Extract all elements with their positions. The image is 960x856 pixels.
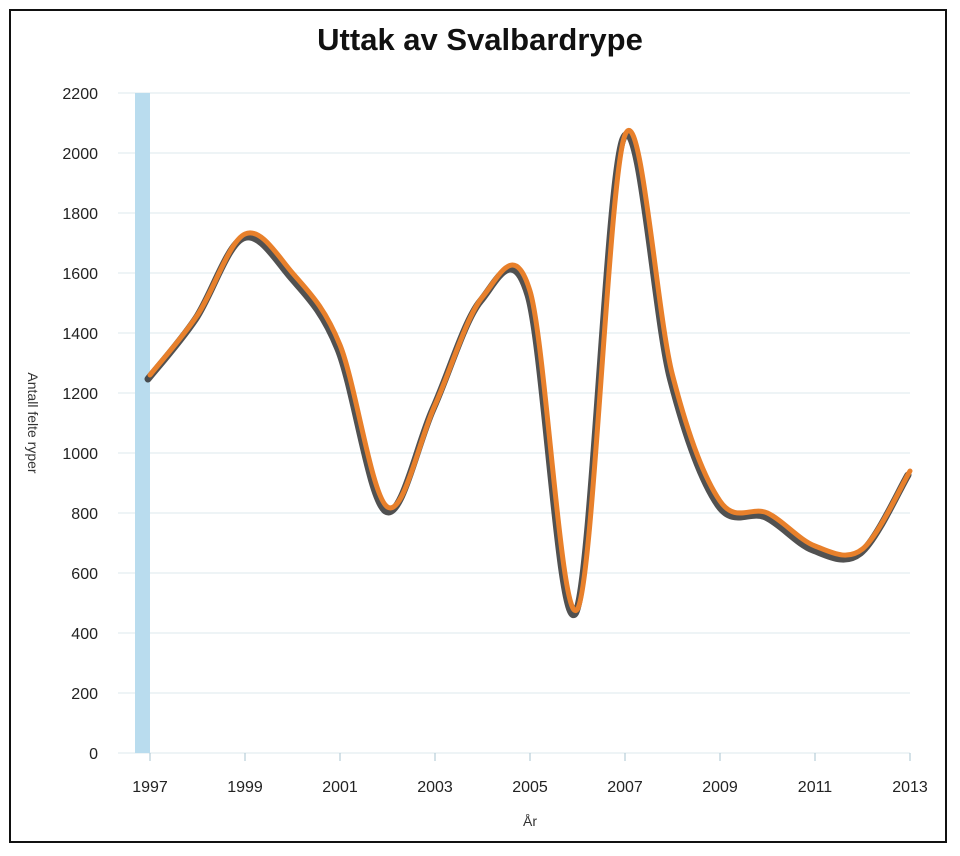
chart-frame bbox=[9, 9, 947, 843]
y-tick-label: 2000 bbox=[62, 146, 98, 163]
x-tick-label: 1997 bbox=[132, 779, 168, 796]
series-lines bbox=[144, 128, 913, 619]
series-line bbox=[147, 128, 913, 614]
series-line-shadow bbox=[144, 131, 912, 619]
y-tick-labels: 0 200 400 600 800 1000 1200 1400 1600 1800 2000 220… bbox=[62, 86, 98, 763]
x-tick-label: 2009 bbox=[702, 779, 738, 796]
y-tick-label: 0 bbox=[89, 746, 98, 763]
x-tick-label: 2007 bbox=[607, 779, 643, 796]
y-tick-label: 1200 bbox=[62, 386, 98, 403]
y-tick-label: 800 bbox=[71, 506, 98, 523]
x-tick-label: 2003 bbox=[417, 779, 453, 796]
y-axis-band bbox=[135, 93, 150, 753]
x-tick-labels: 1997 1999 2001 2003 2005 2007 2009 2011 2013 bbox=[132, 753, 928, 796]
x-tick-label: 2011 bbox=[798, 779, 833, 796]
y-tick-label: 400 bbox=[71, 626, 98, 643]
x-tick-label: 1999 bbox=[227, 779, 263, 796]
x-axis-label: År bbox=[523, 813, 537, 829]
y-tick-label: 1000 bbox=[62, 446, 98, 463]
y-tick-label: 1600 bbox=[62, 266, 98, 283]
gridlines bbox=[118, 92, 910, 754]
y-tick-label: 1800 bbox=[62, 206, 98, 223]
x-tick-label: 2001 bbox=[322, 779, 358, 796]
y-tick-label: 600 bbox=[71, 566, 98, 583]
y-tick-label: 1400 bbox=[62, 326, 98, 343]
x-tick-label: 2013 bbox=[892, 779, 928, 796]
x-tick-label: 2005 bbox=[512, 779, 548, 796]
y-axis-label: Antall felte ryper bbox=[25, 372, 41, 473]
y-tick-label: 2200 bbox=[62, 86, 98, 103]
y-tick-label: 200 bbox=[71, 686, 98, 703]
chart-title: Uttak av Svalbardrype bbox=[317, 22, 643, 57]
